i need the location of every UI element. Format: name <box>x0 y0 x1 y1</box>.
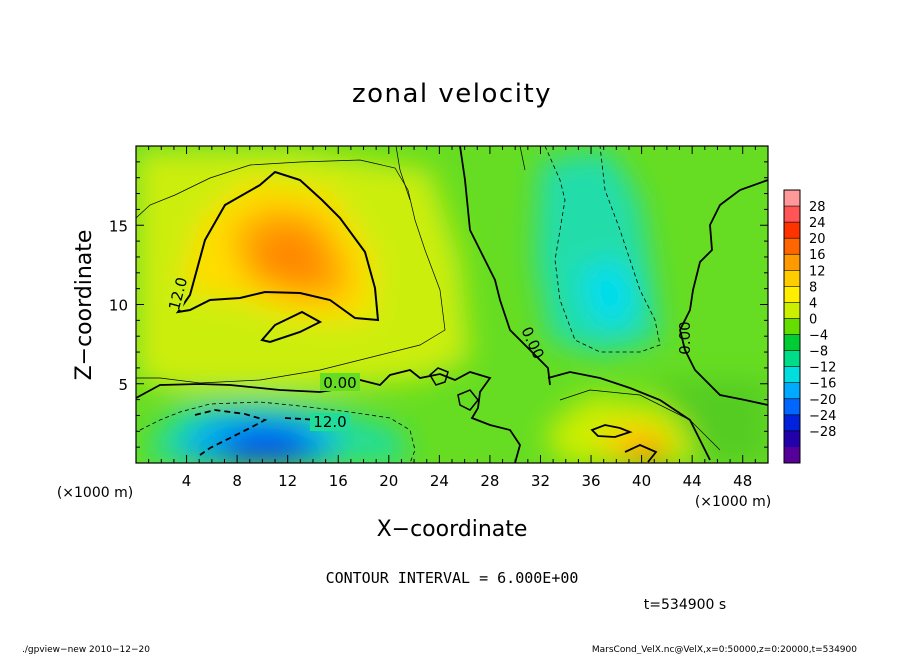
colorbar-label: 28 <box>809 200 826 215</box>
colorbar-segment <box>784 270 800 287</box>
contour-interval: CONTOUR INTERVAL = 6.000E+00 <box>326 569 579 587</box>
colorbar-label: 16 <box>809 248 826 263</box>
colorbar-label: −8 <box>809 345 828 360</box>
x-unit-right: (×1000 m) <box>695 494 771 510</box>
x-axis-label: X−coordinate <box>377 517 528 542</box>
x-tick-label: 44 <box>683 472 702 490</box>
colorbar-label: −4 <box>809 329 828 344</box>
colorbar-segment <box>784 286 800 303</box>
x-tick-label: 32 <box>531 472 550 490</box>
colorbar-label: 24 <box>809 216 826 231</box>
x-tick-label: 20 <box>379 472 398 490</box>
y-tick-label: 5 <box>118 376 128 394</box>
footer-left: ./gpview−new 2010−12−20 <box>22 645 150 654</box>
colorbar-segment <box>784 382 800 400</box>
colorbar-label: 0 <box>809 312 817 327</box>
colorbar-segment <box>784 398 800 416</box>
colorbar-segment <box>784 302 800 319</box>
colorbar-segment <box>784 446 800 464</box>
colorbar-segment <box>784 430 800 448</box>
x-tick-label: 16 <box>329 472 348 490</box>
y-tick-label: 15 <box>109 217 128 235</box>
colorbar-label: 12 <box>809 264 826 279</box>
colorbar-label: 4 <box>809 296 817 311</box>
contour-label-zero-right: 0.00 <box>676 321 694 354</box>
y-axis: 5 10 15 <box>109 145 768 464</box>
x-tick-label: 12 <box>278 472 297 490</box>
colorbar-segment <box>784 334 800 352</box>
colorbar-segment <box>784 206 800 223</box>
colorbar-segment <box>784 238 800 255</box>
colorbar-segment <box>784 366 800 384</box>
contour-label-group: 12.0 0.00 12.0 0.00 0.00 <box>162 275 694 431</box>
footer-right: MarsCond_VelX.nc@VelX,x=0:50000,z=0:2000… <box>592 645 857 654</box>
colorbar-frame <box>783 189 801 464</box>
field: 12.0 0.00 12.0 0.00 0.00 <box>136 146 768 463</box>
contour-label-zero-mid: 0.00 <box>323 374 356 392</box>
y-axis-label: Z−coordinate <box>72 230 97 381</box>
chart-title: zonal velocity <box>352 79 552 109</box>
contour-label-12-low: 12.0 <box>313 413 346 431</box>
colorbar-segment <box>784 318 800 336</box>
x-tick-label: 8 <box>232 472 242 490</box>
colorbar-label: 20 <box>809 232 826 247</box>
colorbar-segment <box>784 190 800 207</box>
x-tick-label: 28 <box>480 472 499 490</box>
colorbar-label: 8 <box>809 280 817 295</box>
y-tick-label: 10 <box>109 297 128 315</box>
x-tick-label: 4 <box>182 472 192 490</box>
colorbar-segment <box>784 254 800 271</box>
x-axis: 4 8 12 16 20 24 28 32 36 40 44 48 <box>135 146 769 490</box>
x-tick-label: 40 <box>632 472 651 490</box>
time-label: t=534900 s <box>644 597 726 613</box>
x-unit-left: (×1000 m) <box>57 485 133 501</box>
colorbar-label: −16 <box>809 377 836 392</box>
colorbar-segment <box>784 350 800 368</box>
colorbar-label: −24 <box>809 409 836 424</box>
colorbar-label: −12 <box>809 361 836 376</box>
colorbar-label: −28 <box>809 425 836 440</box>
x-tick-label: 36 <box>581 472 600 490</box>
colorbar-label: −20 <box>809 393 836 408</box>
x-tick-label: 48 <box>733 472 752 490</box>
x-tick-label: 24 <box>430 472 449 490</box>
colorbar-segment <box>784 414 800 432</box>
colorbar-segment <box>784 222 800 239</box>
